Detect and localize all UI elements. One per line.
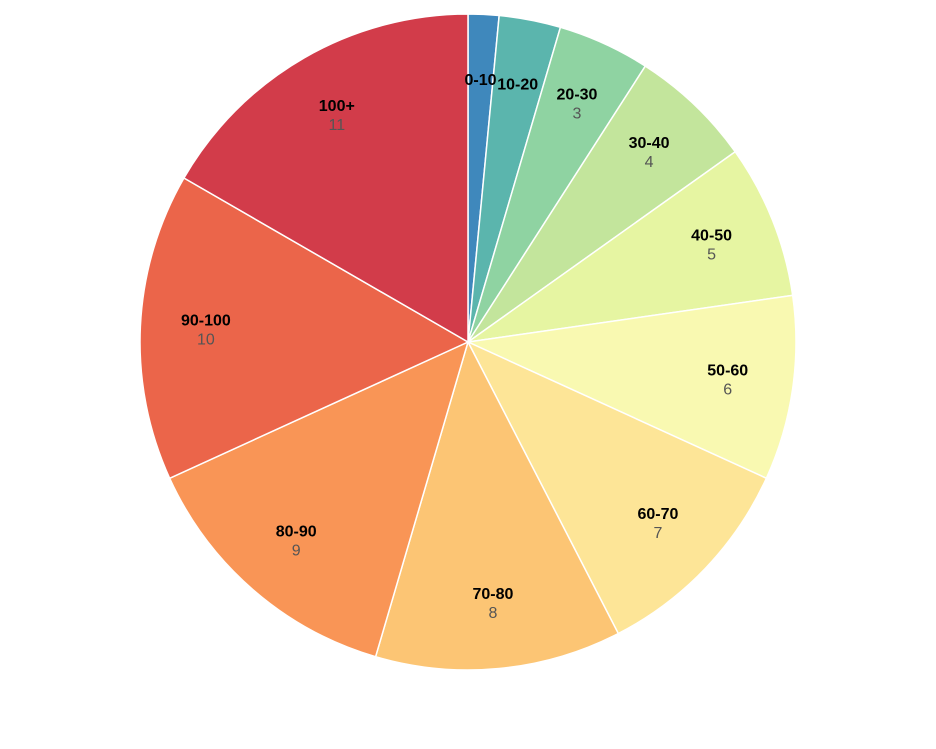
slice-label-50-60: 50-60 — [707, 362, 748, 379]
pie-slice-100plus — [182, 13, 469, 344]
slice-value-80-90: 9 — [292, 542, 301, 559]
pie-slices — [139, 13, 797, 671]
pie-slice-30-40 — [467, 65, 737, 343]
slice-label-70-80: 70-80 — [472, 586, 513, 603]
slice-label-10-20: 10-20 — [497, 76, 538, 93]
slice-label-60-70: 60-70 — [637, 506, 678, 523]
pie-slice-60-70 — [466, 340, 768, 635]
slice-value-20-30: 3 — [573, 105, 582, 122]
slice-label-30-40: 30-40 — [629, 135, 670, 152]
slice-label-0-10: 0-10 — [464, 72, 496, 89]
pie-slice-80-90 — [168, 340, 470, 658]
slice-value-30-40: 4 — [645, 154, 654, 171]
slice-value-70-80: 8 — [488, 605, 497, 622]
slice-label-40-50: 40-50 — [691, 227, 732, 244]
slice-value-60-70: 7 — [653, 525, 662, 542]
pie-labels: 0-10 10-20 20-30 3 30-40 4 40-50 5 50-60 6 60-70 7 7… — [181, 72, 748, 622]
pie-slice-70-80 — [374, 339, 620, 671]
pie-slice-90-100 — [139, 176, 470, 480]
slice-label-80-90: 80-90 — [276, 523, 317, 540]
slice-label-90-100: 90-100 — [181, 313, 231, 330]
slice-value-40-50: 5 — [707, 246, 716, 263]
slice-value-100plus: 11 — [328, 117, 345, 134]
pie-slice-50-60 — [465, 294, 797, 480]
slice-label-100plus: 100+ — [319, 98, 355, 115]
slice-value-50-60: 6 — [723, 381, 732, 398]
pie-slice-40-50 — [467, 150, 794, 343]
slice-label-20-30: 20-30 — [557, 86, 598, 103]
slice-value-90-100: 10 — [197, 332, 215, 349]
